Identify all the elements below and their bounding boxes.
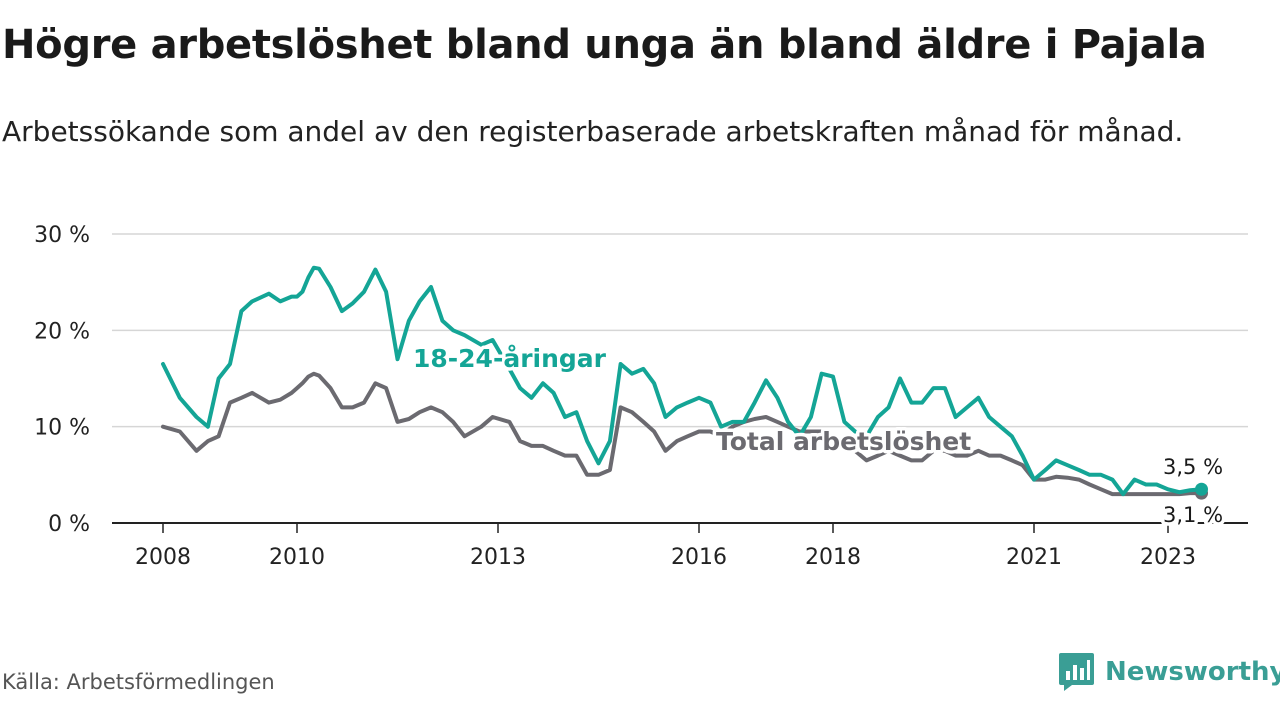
chart-subtitle: Arbetssökande som andel av den registerb…: [2, 115, 1184, 148]
end-value-youth-halo: 3,5 %: [1163, 455, 1223, 479]
chart-title: Högre arbetslöshet bland unga än bland ä…: [2, 22, 1207, 68]
x-tick-label: 2018: [805, 545, 861, 570]
line-total-unemployment: [161, 371, 1204, 497]
x-tick-label: 2016: [671, 545, 727, 570]
line-youth-18-24: [161, 265, 1204, 497]
y-tick-label: 20 %: [34, 319, 90, 344]
label-youth-series-halo: 18-24-åringar: [413, 344, 607, 373]
end-value-total: 3,1 %: [1163, 503, 1223, 527]
label-total-series: Total arbetslöshet: [716, 427, 971, 456]
y-tick-label: 0 %: [48, 512, 90, 537]
label-total-series-halo: Total arbetslöshet: [716, 427, 971, 456]
y-tick-label: 30 %: [34, 223, 90, 248]
y-axis-labels: 0 % 10 % 20 % 30 %: [34, 223, 90, 537]
x-tick-label: 2023: [1140, 545, 1196, 570]
end-value-total-halo: 3,1 %: [1163, 503, 1223, 527]
x-tick-label: 2010: [269, 545, 325, 570]
x-tick-label: 2021: [1006, 545, 1062, 570]
y-tick-label: 10 %: [34, 416, 90, 441]
source-note: Källa: Arbetsförmedlingen: [2, 670, 275, 694]
newsworthy-logo: Newsworthy: [1058, 652, 1280, 692]
x-tick-label: 2013: [470, 545, 526, 570]
chart-bubble-icon: [1059, 653, 1094, 691]
series-lines: [161, 265, 1208, 500]
label-youth-series: 18-24-åringar: [413, 344, 607, 373]
end-point-line-youth-18-24: [1195, 482, 1208, 496]
end-value-youth: 3,5 %: [1163, 455, 1223, 479]
x-tick-label: 2008: [135, 545, 191, 570]
line-chart: 0 % 10 % 20 % 30 % 2008 2010 2013 2016 2018 2021…: [34, 223, 1248, 570]
gridlines: [112, 233, 1248, 428]
x-axis: 2008 2010 2013 2016 2018 2021 2023: [112, 522, 1248, 570]
brand-name: Newsworthy: [1105, 657, 1280, 687]
